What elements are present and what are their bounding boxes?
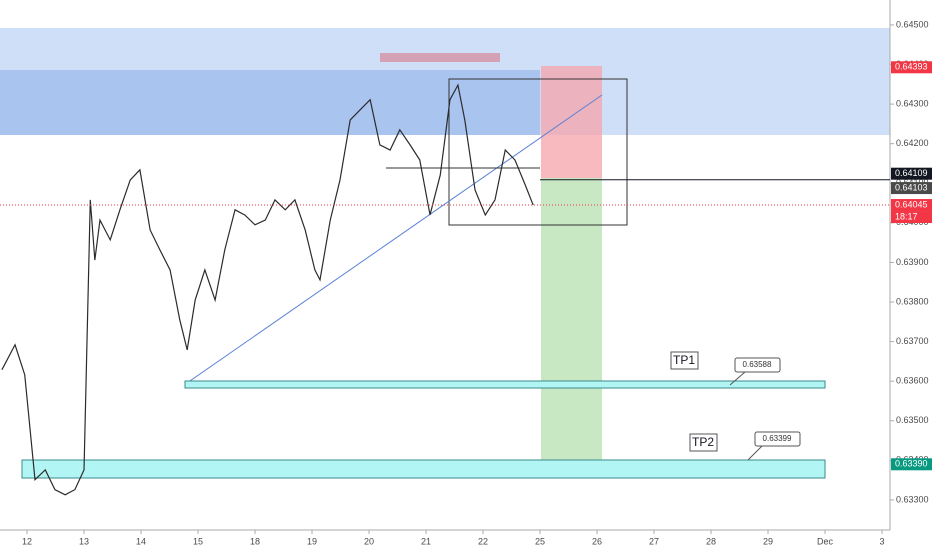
price-line [1, 83, 534, 496]
y-tick-label: 0.63300 [896, 494, 929, 504]
callout-text: 0.63588 [743, 360, 772, 369]
x-tick-label: 22 [478, 536, 488, 546]
callout-box [754, 431, 801, 447]
callout-box [689, 433, 718, 452]
x-tick-label: 27 [649, 536, 659, 546]
x-tick-label: 28 [706, 536, 716, 546]
price-label: 0.64103 [895, 182, 928, 192]
x-tick-label: 20 [364, 536, 374, 546]
x-tick-label: Dec [817, 536, 834, 546]
x-tick-label: 21 [421, 536, 431, 546]
callout-box [734, 357, 781, 373]
target-zone [541, 178, 602, 463]
countdown-box [891, 211, 932, 224]
y-tick-label: 0.64300 [896, 98, 929, 108]
y-tick-label: 0.63900 [896, 257, 929, 267]
callout-box [670, 351, 699, 370]
y-tick-label: 0.63600 [896, 376, 929, 386]
tp1-zone [184, 380, 826, 389]
callout-text: 0.63399 [763, 434, 792, 443]
price-label: 0.64045 [895, 199, 928, 209]
price-label: 0.64393 [895, 62, 928, 72]
x-tick-label: 14 [136, 536, 146, 546]
y-tick-label: 0.64500 [896, 19, 929, 29]
x-tick-label: 29 [763, 536, 773, 546]
x-tick-label: 3 [880, 536, 885, 546]
price-label-box [891, 458, 932, 471]
callout-pointer [747, 445, 763, 461]
price-label: 0.63390 [895, 459, 928, 469]
x-tick-label: 12 [22, 536, 32, 546]
price-label-box [891, 167, 932, 180]
price-label-box [891, 182, 932, 195]
y-tick-label: 0.63700 [896, 336, 929, 346]
y-tick-label: 0.63500 [896, 415, 929, 425]
countdown: 18:17 [895, 211, 918, 221]
price-label-box [891, 199, 932, 212]
marker-bar [380, 53, 500, 62]
trend-line [186, 94, 603, 384]
x-tick-label: 19 [307, 536, 317, 546]
callouts: TP1 0.63588 TP2 0.63399 [670, 351, 801, 461]
supply-zone-inner [0, 70, 540, 135]
price-label: 0.64109 [895, 168, 928, 178]
callout-text: TP1 [673, 353, 695, 367]
range-box [448, 78, 628, 226]
callout-pointer [729, 371, 746, 386]
x-tick-label: 15 [193, 536, 203, 546]
x-tick-label: 25 [535, 536, 545, 546]
x-tick-label: 18 [250, 536, 260, 546]
y-tick-label: 0.64200 [896, 138, 929, 148]
tp2-zone [21, 459, 826, 479]
callout-text: TP2 [692, 435, 714, 449]
price-label-box [891, 61, 932, 74]
x-tick-label: 26 [592, 536, 602, 546]
x-tick-label: 13 [79, 536, 89, 546]
y-tick-label: 0.63800 [896, 296, 929, 306]
stop-zone [541, 66, 602, 178]
